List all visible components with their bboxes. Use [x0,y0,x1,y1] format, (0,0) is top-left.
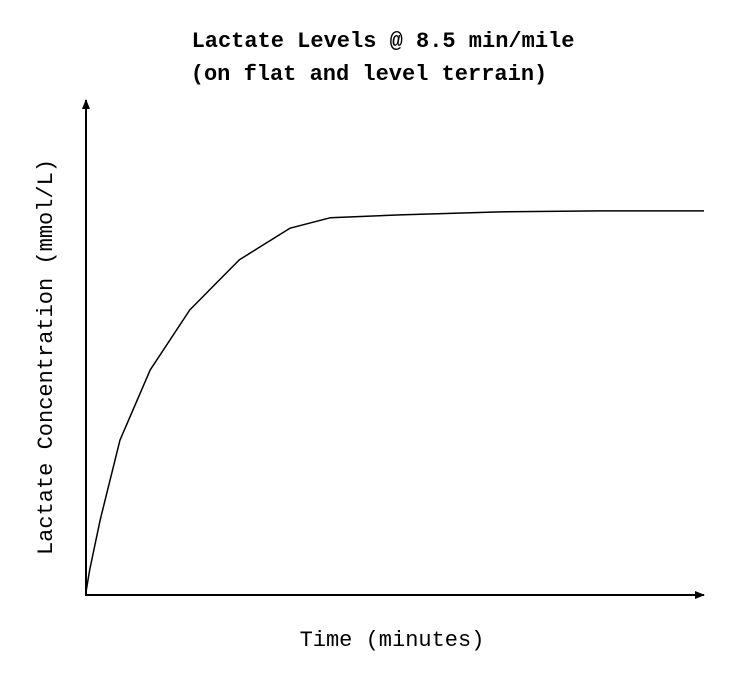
x-axis-label: Time (minutes) [300,628,485,653]
data-line [85,210,704,593]
chart-subtitle: (on flat and level terrain) [191,62,547,87]
chart-title: Lactate Levels @ 8.5 min/mile [192,29,575,54]
y-axis-label: Lactate Concentration (mmol/L) [34,159,59,555]
